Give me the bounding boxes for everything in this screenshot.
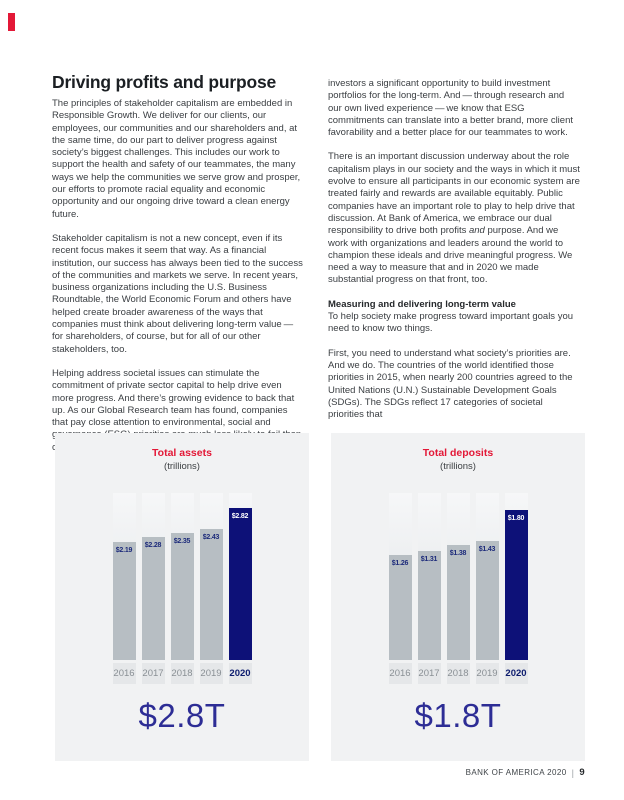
- bar-track: $2.19: [112, 493, 136, 660]
- chart-title: Total deposits: [422, 447, 494, 459]
- article-heading: Driving profits and purpose: [52, 72, 277, 92]
- year-label: 2019: [199, 663, 223, 684]
- year-label: 2020: [504, 663, 528, 684]
- bar-track: $2.35: [170, 493, 194, 660]
- bar: $1.38: [446, 545, 470, 660]
- bar-value-label: $2.35: [173, 538, 191, 545]
- bar-column-2020: $1.80 2020: [504, 493, 528, 684]
- chart-title: Total assets: [152, 447, 212, 459]
- bar: $2.19: [112, 542, 136, 660]
- bar-highlight: $2.82: [228, 508, 252, 660]
- bar-highlight: $1.80: [504, 510, 528, 660]
- text-run: and: [468, 225, 485, 237]
- year-label: 2019: [475, 663, 499, 684]
- page-number: 9: [579, 767, 585, 778]
- bar: $1.26: [388, 555, 412, 660]
- page-footer: BANK OF AMERICA 2020 | 9: [466, 767, 585, 778]
- charts-section: Total assets (trillions) $2.19 2016 $2.28 201…: [55, 433, 585, 761]
- year-label: 2020: [228, 663, 252, 684]
- bar-track: $2.28: [141, 493, 165, 660]
- bar-column-2020: $2.82 2020: [228, 493, 252, 684]
- text-run: First, you need to understand what socie…: [328, 347, 573, 421]
- text-run: Stakeholder capitalism is not a new conc…: [52, 232, 303, 355]
- bar-value-label: $1.31: [420, 556, 438, 563]
- body-paragraph: To help society make progress toward imp…: [328, 311, 580, 336]
- bar-group: $2.19 2016 $2.28 2017 $2.35 2018 $2.43 2019 $2.8…: [55, 493, 309, 684]
- year-label: 2016: [112, 663, 136, 684]
- bar-group: $1.26 2016 $1.31 2017 $1.38 2018 $1.43 2019 $1.8…: [331, 493, 585, 684]
- bar-value-label: $1.80: [507, 515, 525, 522]
- bar-track: $1.43: [475, 493, 499, 660]
- bar-column-2016: $2.19 2016: [112, 493, 136, 684]
- body-paragraph: The principles of stakeholder capitalism…: [52, 98, 304, 221]
- bar-track: $1.80: [504, 493, 528, 660]
- body-paragraph: There is an important discussion underwa…: [328, 151, 580, 286]
- article-body: Driving profits and purpose The principl…: [52, 72, 580, 466]
- bar: $2.43: [199, 529, 223, 660]
- footer-separator: |: [571, 767, 575, 778]
- text-run: purpose. And we work with organizations …: [328, 225, 573, 286]
- summary-value: $2.8T: [138, 697, 226, 734]
- bar: $1.43: [475, 541, 499, 660]
- bar-column-2019: $1.43 2019: [475, 493, 499, 684]
- text-run: investors a significant opportunity to b…: [328, 78, 574, 139]
- bar-column-2017: $1.31 2017: [417, 493, 441, 684]
- bar-value-label: $1.43: [478, 546, 496, 553]
- year-label: 2017: [141, 663, 165, 684]
- left-paragraphs: The principles of stakeholder capitalism…: [52, 98, 304, 454]
- bar-track: $1.38: [446, 493, 470, 660]
- chart-subtitle: (trillions): [440, 461, 476, 472]
- bar-column-2016: $1.26 2016: [388, 493, 412, 684]
- text-run: There is an important discussion underwa…: [328, 151, 580, 237]
- section-subhead: Measuring and delivering long-term value: [328, 299, 580, 311]
- bar-value-label: $1.26: [391, 560, 409, 567]
- bar: $1.31: [417, 551, 441, 660]
- body-paragraph: investors a significant opportunity to b…: [328, 78, 580, 139]
- body-paragraph: First, you need to understand what socie…: [328, 348, 580, 422]
- year-label: 2016: [388, 663, 412, 684]
- text-run: Measuring and delivering long-term value: [328, 298, 516, 310]
- bar-value-label: $2.43: [202, 534, 220, 541]
- bar-value-label: $2.28: [144, 542, 162, 549]
- bar-value-label: $2.19: [115, 547, 133, 554]
- bar: $2.28: [141, 537, 165, 660]
- bar: $2.35: [170, 533, 194, 660]
- bar-track: $1.26: [388, 493, 412, 660]
- chart-panel-total-deposits: Total deposits (trillions) $1.26 2016 $1.31 2…: [331, 433, 585, 761]
- chart-panel-total-assets: Total assets (trillions) $2.19 2016 $2.28 201…: [55, 433, 309, 761]
- year-label: 2017: [417, 663, 441, 684]
- bar-track: $2.43: [199, 493, 223, 660]
- text-run: To help society make progress toward imp…: [328, 311, 574, 335]
- left-column: Driving profits and purpose The principl…: [52, 72, 304, 466]
- summary-value: $1.8T: [414, 697, 502, 734]
- chart-subtitle: (trillions): [164, 461, 200, 472]
- text-run: The principles of stakeholder capitalism…: [52, 98, 301, 220]
- bar-column-2018: $2.35 2018: [170, 493, 194, 684]
- bar-track: $1.31: [417, 493, 441, 660]
- bar-value-label: $1.38: [449, 550, 467, 557]
- footer-brand: BANK OF AMERICA 2020: [465, 768, 567, 777]
- right-column: investors a significant opportunity to b…: [328, 72, 580, 466]
- bar-column-2018: $1.38 2018: [446, 493, 470, 684]
- bar-track: $2.82: [228, 493, 252, 660]
- bar-column-2017: $2.28 2017: [141, 493, 165, 684]
- year-label: 2018: [446, 663, 470, 684]
- bar-column-2019: $2.43 2019: [199, 493, 223, 684]
- bar-value-label: $2.82: [231, 513, 249, 520]
- body-paragraph: Stakeholder capitalism is not a new conc…: [52, 233, 304, 356]
- year-label: 2018: [170, 663, 194, 684]
- red-page-edge-tab: [8, 13, 15, 31]
